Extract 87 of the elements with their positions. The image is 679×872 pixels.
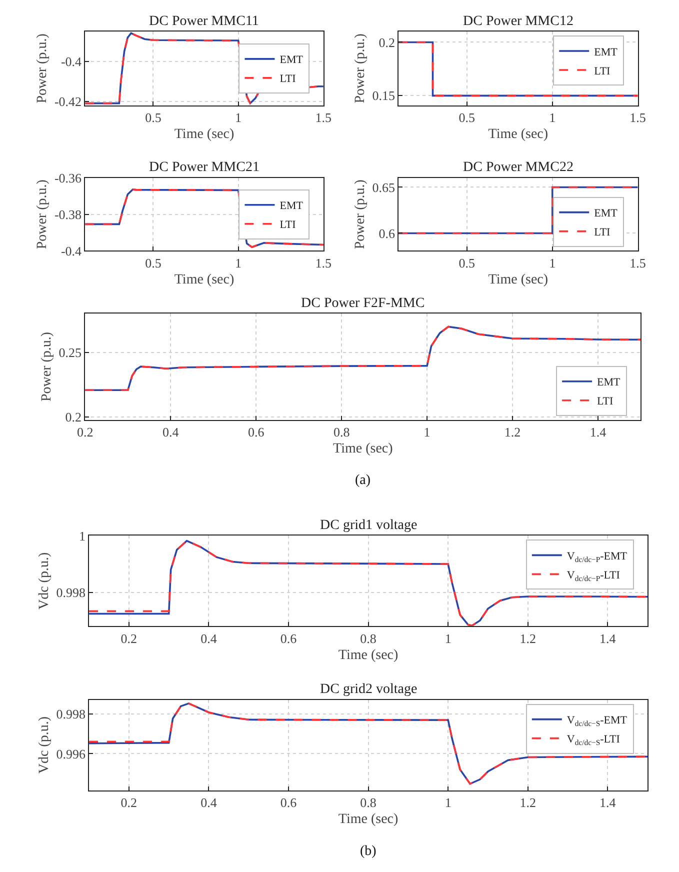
x-tick-label: 1.5 — [630, 255, 646, 270]
y-tick-label: 0.2 — [378, 34, 395, 50]
x-tick-label: 1.4 — [600, 794, 616, 810]
y-axis-title: Power (p.u.) — [35, 179, 50, 250]
x-tick-label: 0.4 — [162, 424, 180, 440]
x-tick-label: 0.8 — [360, 794, 376, 810]
x-tick-label: 0.5 — [145, 255, 162, 270]
legend-label: LTI — [280, 73, 296, 86]
y-tick-label: 0.6 — [378, 226, 396, 241]
x-tick-label: 1 — [235, 110, 242, 125]
legend-label: LTI — [594, 65, 611, 78]
y-tick-label: 0.25 — [58, 345, 82, 360]
x-tick-label: 1.5 — [315, 110, 332, 125]
legend-label: EMT — [280, 200, 304, 212]
x-tick-label: 1 — [444, 630, 452, 646]
legend-label: V$_{dc/dc−P}$-LTI — [566, 569, 620, 583]
chart-title: DC Power MMC11 — [149, 14, 259, 29]
legend-label: EMT — [594, 46, 618, 58]
x-axis-title: Time (sec) — [338, 812, 399, 828]
y-axis-title: Vdc (p.u.) — [36, 716, 52, 774]
x-tick-label: 0.8 — [333, 424, 350, 440]
x-axis-title: Time (sec) — [174, 272, 234, 288]
x-tick-label: 0.2 — [120, 794, 138, 810]
chart-title: DC grid2 voltage — [320, 682, 418, 697]
y-tick-label: -0.36 — [54, 170, 82, 186]
y-tick-label: 0.2 — [65, 410, 82, 425]
text: (a) — [355, 473, 371, 488]
legend-label: LTI — [594, 226, 611, 239]
x-tick-label: 1.4 — [600, 630, 616, 646]
x-tick-label: 0.4 — [200, 794, 218, 810]
x-axis-title: Time (sec) — [338, 648, 399, 664]
line-series — [89, 702, 648, 785]
x-tick-label: 0.6 — [248, 424, 265, 440]
legend-label: LTI — [280, 219, 296, 232]
legend-label: V$_{dc/dc−S}$-EMT — [566, 714, 628, 728]
y-tick-label: 0.65 — [372, 180, 395, 195]
x-tick-label: 1 — [235, 255, 242, 270]
x-axis-title: Time (sec) — [488, 127, 548, 142]
y-tick-label: -0.42 — [54, 94, 82, 109]
chart-title: DC grid1 voltage — [320, 518, 418, 533]
x-tick-label: 0.6 — [280, 794, 298, 810]
x-tick-label: 1.2 — [504, 424, 521, 440]
y-tick-label: 0.996 — [56, 746, 86, 762]
y-tick-label: -0.38 — [54, 206, 82, 222]
x-axis-title: Time (sec) — [174, 127, 234, 142]
x-tick-label: 0.4 — [200, 630, 218, 646]
y-tick-label: 0.998 — [56, 584, 86, 600]
chart-title: DC Power F2F-MMC — [301, 296, 425, 311]
y-tick-label: 0.15 — [372, 88, 395, 104]
legend-label: EMT — [597, 376, 621, 389]
y-axis-title: Power (p.u.) — [39, 332, 54, 402]
x-tick-label: 0.5 — [458, 110, 476, 125]
x-axis-title: Time (sec) — [333, 442, 394, 457]
legend-label: V$_{dc/dc−S}$-LTI — [566, 734, 620, 747]
chart-title: DC Power MMC22 — [463, 160, 574, 175]
x-tick-label: 1 — [549, 255, 556, 270]
chart-title: DC Power MMC12 — [463, 14, 574, 29]
x-tick-label: 1.5 — [315, 255, 332, 270]
x-tick-label: 1 — [549, 110, 556, 125]
x-tick-label: 0.5 — [458, 255, 476, 270]
y-tick-label: 1 — [78, 528, 86, 544]
x-tick-label: 1.4 — [590, 424, 607, 440]
x-tick-label: 1 — [424, 424, 430, 440]
y-axis-title: Power (p.u.) — [35, 33, 50, 104]
y-axis-title: Power (p.u.) — [352, 179, 368, 250]
x-tick-label: 1.5 — [630, 110, 646, 125]
x-tick-label: 1 — [444, 794, 452, 810]
x-tick-label: 0.8 — [360, 630, 376, 646]
y-axis-title: Vdc (p.u.) — [36, 552, 52, 610]
text: (b) — [360, 844, 377, 859]
x-tick-label: 0.2 — [120, 630, 138, 646]
legend-label: V$_{dc/dc−P}$-EMT — [566, 550, 628, 564]
x-tick-label: 0.5 — [145, 110, 162, 125]
legend-label: EMT — [280, 54, 304, 66]
y-tick-label: -0.4 — [60, 54, 82, 69]
line-series — [85, 326, 641, 392]
chart-title: DC Power MMC21 — [149, 160, 260, 175]
y-axis-title: Power (p.u.) — [352, 33, 368, 104]
x-axis-title: Time (sec) — [488, 272, 548, 288]
legend-label: LTI — [597, 396, 614, 408]
line-series — [89, 540, 648, 626]
x-tick-label: 1.2 — [520, 794, 536, 810]
x-tick-label: 1.2 — [520, 630, 536, 646]
x-tick-label: 0.6 — [280, 630, 298, 646]
y-tick-label: 0.998 — [56, 706, 86, 722]
legend-label: EMT — [594, 208, 618, 220]
y-tick-label: -0.4 — [60, 243, 82, 258]
